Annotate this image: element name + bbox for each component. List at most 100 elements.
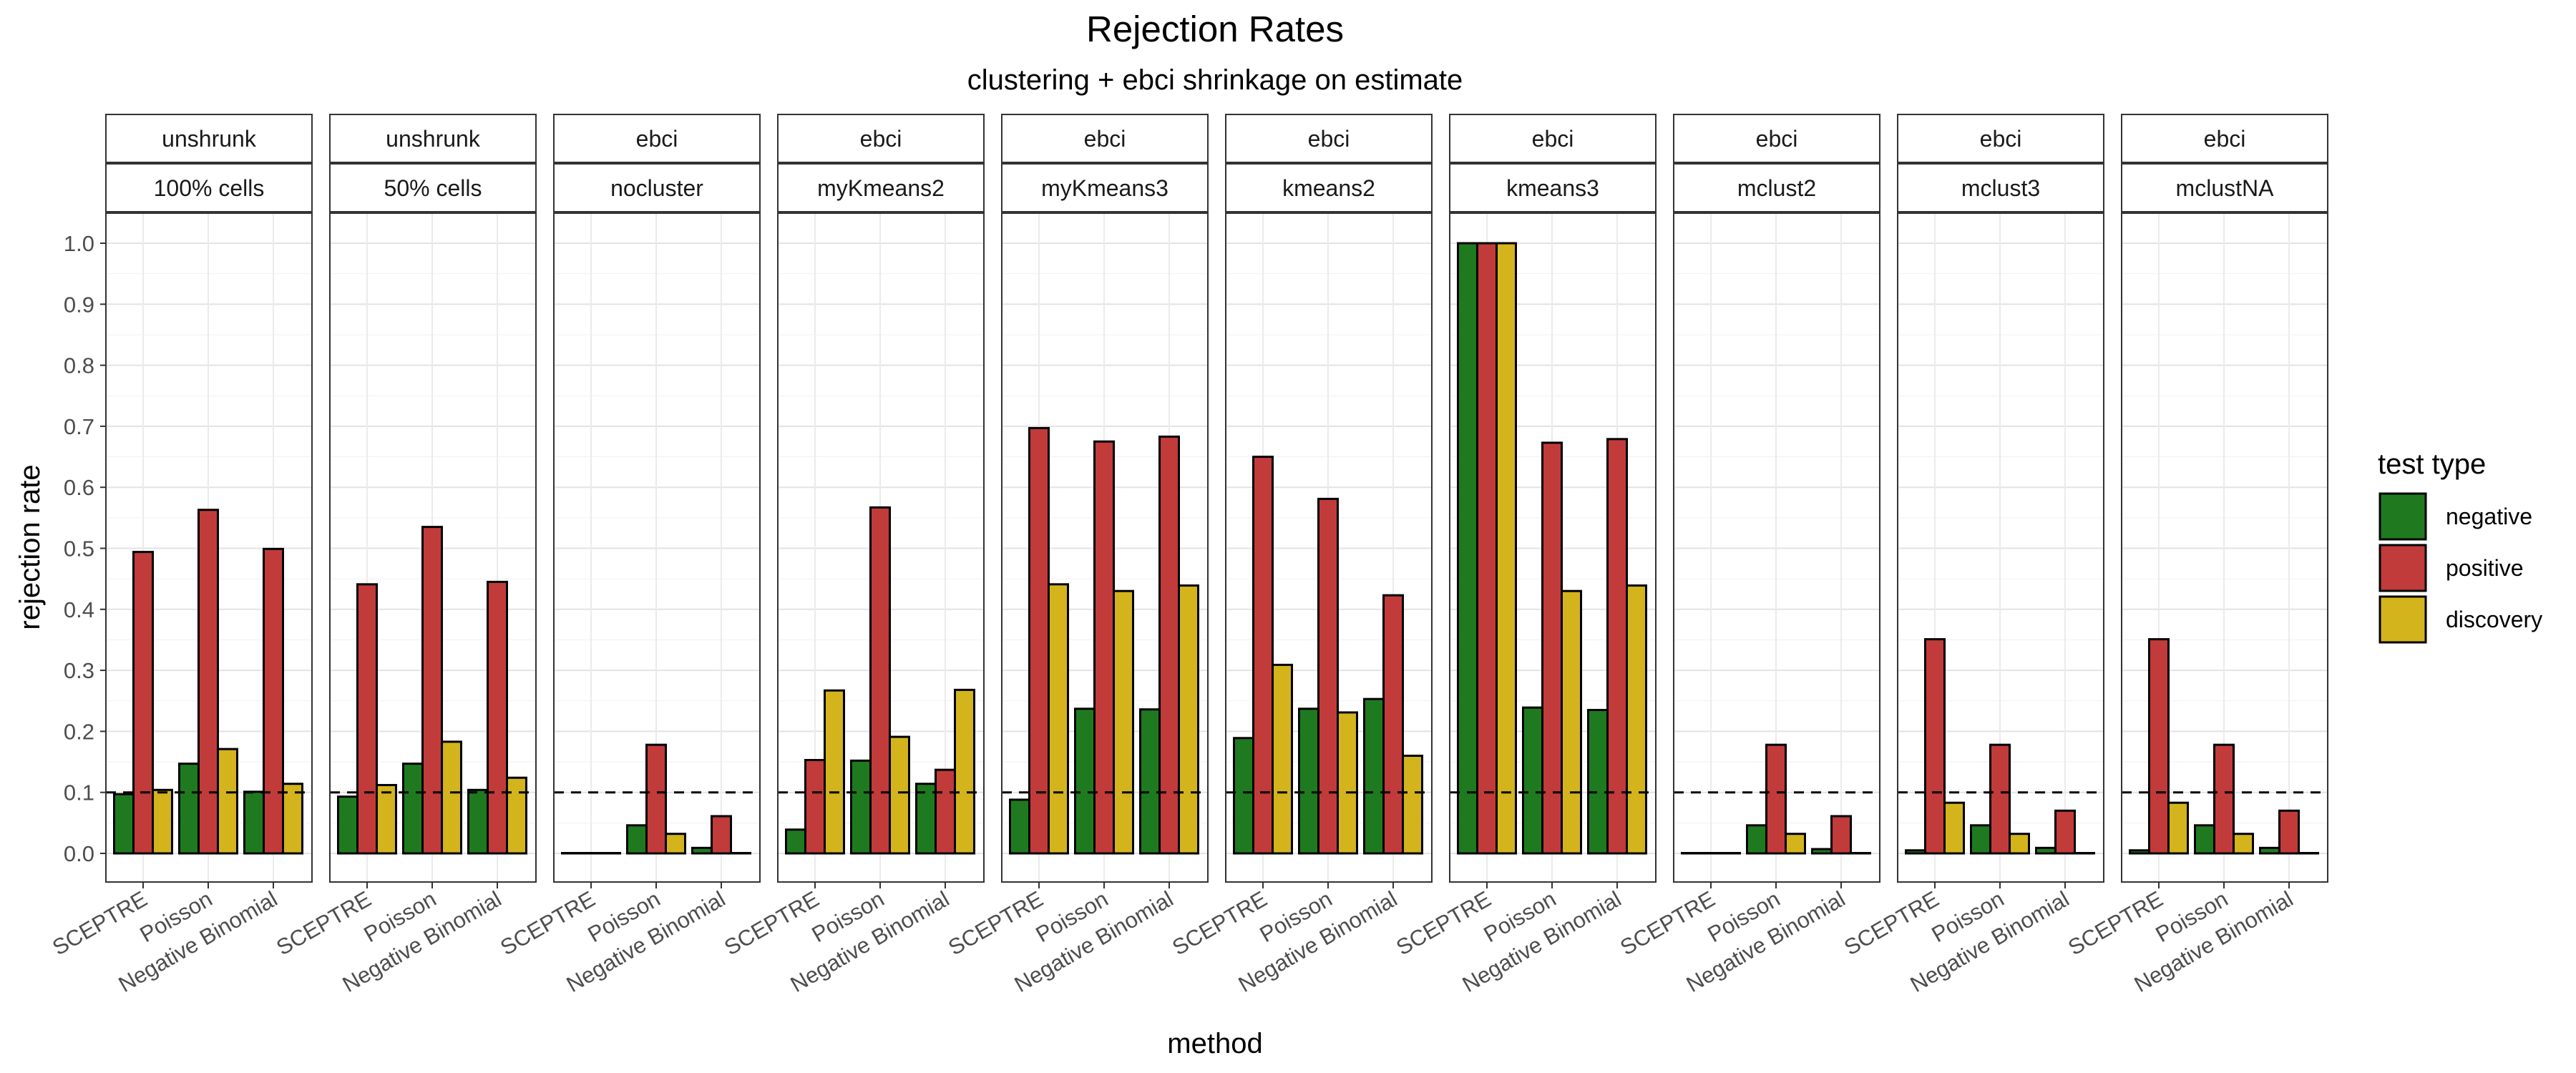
y-tick-label: 0.4 xyxy=(64,597,94,622)
x-tick-label: SCEPTRE xyxy=(1616,886,1719,961)
strip-bottom-label: 100% cells xyxy=(154,175,265,201)
bar-negative xyxy=(915,783,937,855)
bar-positive xyxy=(1606,438,1628,855)
bar-negative xyxy=(1457,242,1478,855)
bar-negative xyxy=(402,763,424,855)
bar-negative xyxy=(1681,852,1702,855)
bar-positive xyxy=(1989,743,2011,855)
strip-bottom-box xyxy=(1673,163,1880,212)
bar-negative xyxy=(626,824,648,855)
x-tick-label: SCEPTRE xyxy=(1840,886,1943,961)
strip-top-label: ebci xyxy=(1756,126,1798,152)
bar-discovery xyxy=(2009,833,2030,855)
bar-positive xyxy=(1541,441,1563,855)
strip-bottom-box xyxy=(2121,163,2328,212)
chart-subtitle: clustering + ebci shrinkage on estimate xyxy=(967,64,1463,96)
strip-top-label: ebci xyxy=(860,126,902,152)
bar-negative xyxy=(1905,849,1926,855)
bar-positive xyxy=(197,509,219,855)
legend-swatch-positive xyxy=(2379,544,2427,592)
bar-positive xyxy=(1765,743,1787,855)
bar-negative xyxy=(1074,707,1096,855)
bar-negative xyxy=(1139,708,1161,855)
strip-top-box xyxy=(1225,114,1433,163)
bar-negative xyxy=(2194,824,2215,855)
strip-top-box xyxy=(1673,114,1880,163)
bar-positive xyxy=(804,758,826,855)
bar-discovery xyxy=(217,748,238,855)
bar-positive xyxy=(1700,852,1722,855)
bar-positive xyxy=(935,768,956,855)
bar-positive xyxy=(645,743,667,855)
bar-negative xyxy=(1298,707,1319,855)
bar-discovery xyxy=(1850,852,1871,855)
strip-top-box xyxy=(777,114,985,163)
bar-positive xyxy=(356,583,378,855)
bar-negative xyxy=(1587,709,1609,855)
bar-positive xyxy=(1158,435,1180,855)
x-tick-label: SCEPTRE xyxy=(944,886,1047,961)
strip-top-box xyxy=(1001,114,1209,163)
bar-negative xyxy=(1970,824,1991,855)
bar-discovery xyxy=(600,852,621,855)
strip-bottom-label: mclustNA xyxy=(2176,175,2275,201)
legend-title: test type xyxy=(2378,449,2486,480)
strip-top-label: ebci xyxy=(2204,126,2246,152)
bar-positive xyxy=(869,506,891,855)
bar-discovery xyxy=(665,833,686,855)
bar-discovery xyxy=(1496,242,1517,855)
strip-bottom-box xyxy=(553,163,761,212)
strip-bottom-label: myKmeans2 xyxy=(817,175,945,201)
bar-positive xyxy=(2213,743,2235,855)
bar-discovery xyxy=(954,688,975,855)
bar-negative xyxy=(1233,737,1254,855)
bar-discovery xyxy=(1113,589,1134,855)
bar-positive xyxy=(2148,638,2170,855)
bar-discovery xyxy=(1178,584,1199,855)
bar-discovery xyxy=(1626,584,1647,855)
bar-positive xyxy=(263,547,284,855)
x-tick-label: SCEPTRE xyxy=(2064,886,2167,961)
x-tick-label: SCEPTRE xyxy=(496,886,599,961)
bar-discovery xyxy=(2233,833,2254,855)
bar-discovery xyxy=(441,740,462,855)
legend-swatch-negative xyxy=(2379,492,2427,541)
bar-discovery xyxy=(2167,801,2189,855)
strip-top-box xyxy=(1897,114,2104,163)
strip-bottom-box xyxy=(105,163,313,212)
bar-positive xyxy=(2278,809,2300,855)
bar-negative xyxy=(785,828,806,855)
bar-negative xyxy=(337,795,358,855)
bar-negative xyxy=(1522,706,1543,855)
bar-positive xyxy=(487,580,508,855)
bar-negative xyxy=(1009,798,1030,855)
strip-bottom-box xyxy=(1225,163,1433,212)
y-tick-label: 0.2 xyxy=(64,719,94,744)
bar-positive xyxy=(1476,242,1498,855)
bar-discovery xyxy=(1048,583,1069,855)
bar-positive xyxy=(1830,815,1852,855)
strip-bottom-label: mclust2 xyxy=(1737,175,1816,201)
x-axis-title: method xyxy=(1167,1028,1262,1059)
y-tick-label: 0.8 xyxy=(64,353,94,378)
strip-top-label: unshrunk xyxy=(162,126,257,152)
y-tick-label: 0.3 xyxy=(64,658,94,683)
y-axis: 0.0 0.1 0.2 0.3 0.4 0.5 0.6 0.7 0.8 0.9 1.0 xyxy=(64,231,106,866)
x-tick-label: SCEPTRE xyxy=(48,886,151,961)
x-tick-label: SCEPTRE xyxy=(1168,886,1271,961)
bar-positive xyxy=(711,815,732,855)
strip-top-label: ebci xyxy=(1532,126,1574,152)
strip-bottom-box xyxy=(329,163,537,212)
bar-negative xyxy=(113,793,135,855)
bar-negative xyxy=(1363,697,1385,855)
strip-bottom-label: kmeans3 xyxy=(1506,175,1599,201)
bar-discovery xyxy=(1402,755,1423,855)
bar-negative xyxy=(691,846,713,855)
y-tick-label: 0.1 xyxy=(64,780,94,805)
y-tick-label: 0.5 xyxy=(64,536,94,562)
chart-title: Rejection Rates xyxy=(1086,9,1344,49)
bar-negative xyxy=(1746,824,1767,855)
bar-negative xyxy=(178,763,200,855)
